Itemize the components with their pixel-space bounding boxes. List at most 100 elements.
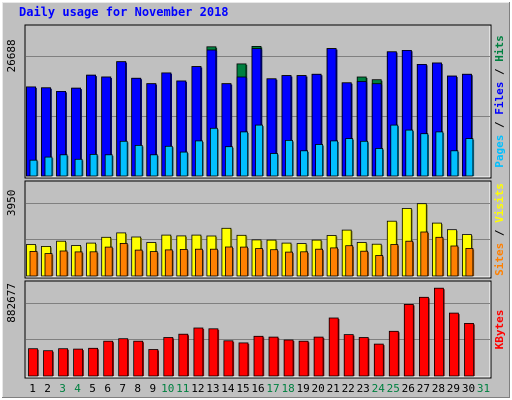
x-tick-label: 5 <box>89 382 96 395</box>
x-tick-label: 15 <box>236 382 249 395</box>
bar-pages-day-25 <box>390 124 399 177</box>
bar-kbytes-day-17 <box>268 336 279 377</box>
bar-pages-day-10 <box>164 145 173 177</box>
x-tick-label: 10 <box>161 382 174 395</box>
x-tick-label: 11 <box>176 382 189 395</box>
x-tick-label: 6 <box>104 382 111 395</box>
panel-kbytes: 882677 KBytes <box>5 280 506 379</box>
bar-sites-day-11 <box>179 248 188 277</box>
bar-pages-day-11 <box>179 151 188 177</box>
bar-pages-day-23 <box>360 140 369 177</box>
bar-pages-day-21 <box>330 140 339 177</box>
x-tick-label: 21 <box>327 382 340 395</box>
bar-sites-day-27 <box>420 231 429 277</box>
bar-pages-day-6 <box>104 154 113 177</box>
x-tick-label: 13 <box>206 382 219 395</box>
panel-hits: 26688 Pages / Files / Hits <box>5 24 506 179</box>
bar-kbytes-day-13 <box>208 328 219 377</box>
x-tick-label: 19 <box>296 382 309 395</box>
x-tick-label: 22 <box>342 382 355 395</box>
bar-sites-day-12 <box>194 248 203 277</box>
bar-pages-day-15 <box>240 131 248 177</box>
bar-pages-day-13 <box>209 127 218 177</box>
bar-kbytes-day-2 <box>43 350 53 377</box>
bar-kbytes-day-24 <box>373 343 384 377</box>
bar-pages-day-3 <box>59 154 68 177</box>
x-tick-label: 23 <box>357 382 370 395</box>
bar-sites-day-7 <box>119 242 128 277</box>
legend-separator: / <box>493 115 506 135</box>
bar-sites-day-2 <box>44 253 53 277</box>
bar-kbytes-day-10 <box>163 337 174 377</box>
bar-sites-day-4 <box>74 251 83 277</box>
panel-visits: 3950 Sites / Visits <box>5 180 506 279</box>
x-tick-label: 20 <box>311 382 324 395</box>
bar-pages-day-8 <box>134 144 143 177</box>
x-tick-label: 30 <box>462 382 475 395</box>
bar-sites-day-3 <box>59 250 68 277</box>
bar-sites-day-5 <box>89 251 98 277</box>
bar-pages-day-19 <box>300 150 309 177</box>
bar-pages-day-20 <box>315 144 324 177</box>
bar-pages-day-7 <box>119 140 128 177</box>
bar-kbytes-day-7 <box>118 338 129 377</box>
bar-pages-day-17 <box>270 153 278 177</box>
side-legend: Pages / Files / Hits <box>493 35 506 168</box>
bar-sites-day-8 <box>134 249 143 277</box>
bar-kbytes-day-6 <box>103 340 114 377</box>
x-tick-label: 31 <box>477 382 490 395</box>
legend-separator: / <box>493 223 506 243</box>
x-tick-label: 14 <box>221 382 235 395</box>
legend-visits: Visits <box>493 183 506 223</box>
bar-kbytes-day-14 <box>223 340 234 377</box>
bar-pages-day-18 <box>285 139 293 177</box>
bar-kbytes-day-27 <box>418 296 429 377</box>
bar-kbytes-day-20 <box>313 336 324 377</box>
chart-title: Daily usage for November 2018 <box>19 5 229 19</box>
bar-pages-day-27 <box>420 133 429 177</box>
bar-pages-day-22 <box>345 138 354 177</box>
bar-pages-day-30 <box>465 138 474 177</box>
bar-sites-day-9 <box>149 251 158 277</box>
legend-files: Files <box>493 82 506 115</box>
bar-pages-day-26 <box>405 129 414 177</box>
bar-sites-day-23 <box>360 250 369 277</box>
bar-sites-day-10 <box>164 249 173 277</box>
bar-kbytes-day-1 <box>28 348 38 377</box>
bar-sites-day-20 <box>315 248 324 277</box>
x-tick-label: 28 <box>432 382 445 395</box>
x-tick-label: 25 <box>387 382 400 395</box>
x-tick-label: 16 <box>251 382 264 395</box>
bar-kbytes-day-18 <box>283 339 294 377</box>
bar-sites-day-19 <box>300 251 309 277</box>
bar-sites-day-16 <box>255 248 263 277</box>
x-tick-label: 8 <box>134 382 141 395</box>
bar-kbytes-day-25 <box>388 330 399 377</box>
bar-kbytes-day-16 <box>253 335 264 377</box>
legend-sites: Sites <box>493 243 506 276</box>
y-max-label: 26688 <box>5 39 18 72</box>
bar-kbytes-day-29 <box>448 312 459 377</box>
bar-sites-day-26 <box>405 240 414 277</box>
bar-kbytes-day-28 <box>433 287 444 377</box>
bar-kbytes-day-11 <box>178 333 189 377</box>
x-tick-label: 2 <box>44 382 51 395</box>
bar-sites-day-1 <box>29 250 38 277</box>
side-legend: KBytes <box>493 310 506 350</box>
bar-sites-day-15 <box>240 246 248 277</box>
bar-kbytes-day-15 <box>238 342 249 377</box>
x-tick-label: 3 <box>59 382 66 395</box>
bar-kbytes-day-22 <box>343 334 354 377</box>
bar-sites-day-25 <box>390 244 399 277</box>
bar-pages-day-29 <box>450 150 459 177</box>
bar-kbytes-day-3 <box>58 348 68 377</box>
bar-kbytes-day-30 <box>464 322 474 377</box>
x-tick-label: 7 <box>119 382 126 395</box>
x-tick-label: 18 <box>281 382 294 395</box>
x-axis-labels: 1 2 3 4 5 6 7 8 9 10 11 12 13 14 15 16 17 18 19 20 21 22 23 24 2… <box>29 382 490 395</box>
bar-sites-day-14 <box>224 246 233 277</box>
bar-pages-day-24 <box>375 148 384 177</box>
x-tick-label: 24 <box>372 382 386 395</box>
bar-kbytes-day-8 <box>133 340 144 377</box>
bar-sites-day-18 <box>285 251 293 277</box>
